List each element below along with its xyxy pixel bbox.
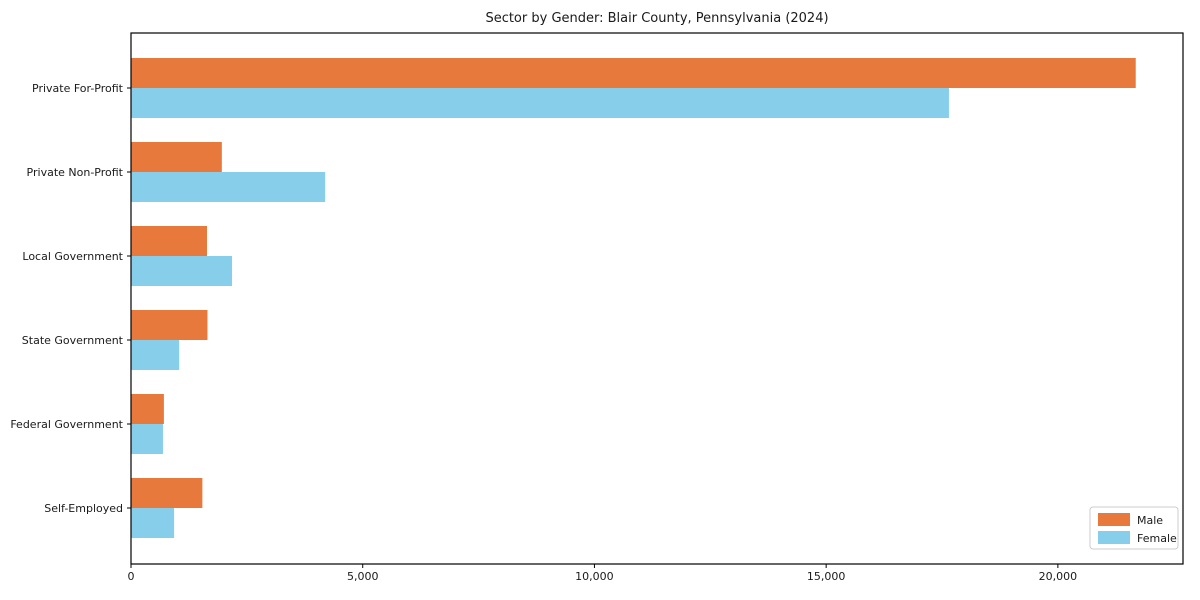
bar-female-2	[131, 256, 233, 286]
x-tick-label-4: 20,000	[1039, 570, 1078, 583]
x-tick-label-1: 5,000	[347, 570, 379, 583]
y-tick-label-2: Local Government	[22, 250, 123, 263]
chart-title: Sector by Gender: Blair County, Pennsylv…	[485, 11, 828, 26]
x-tick-label-0: 0	[128, 570, 135, 583]
bar-female-3	[131, 340, 180, 370]
bar-male-4	[131, 394, 164, 424]
plot-area: 0 5,000 10,000 15,000 20,000 Private For-Prof…	[10, 32, 1184, 583]
legend: Male Female	[1089, 506, 1179, 550]
y-tick-label-5: Self-Employed	[44, 502, 123, 515]
legend-swatch-female	[1098, 531, 1130, 544]
plot-border	[130, 32, 1184, 565]
bar-male-0	[131, 58, 1136, 88]
bar-female-4	[131, 424, 163, 454]
y-tick-label-3: State Government	[22, 334, 124, 347]
bar-male-5	[131, 478, 203, 508]
y-tick-label-0: Private For-Profit	[32, 82, 124, 95]
bar-female-0	[131, 88, 949, 118]
x-tick-label-3: 15,000	[807, 570, 846, 583]
x-tick-label-2: 10,000	[575, 570, 614, 583]
bar-male-1	[131, 142, 222, 172]
legend-label-female: Female	[1137, 532, 1177, 545]
bar-male-3	[131, 310, 208, 340]
bar-male-2	[131, 226, 208, 256]
y-tick-label-1: Private Non-Profit	[27, 166, 124, 179]
legend-swatch-male	[1098, 513, 1130, 526]
y-tick-label-4: Federal Government	[10, 418, 123, 431]
bar-female-5	[131, 508, 175, 538]
legend-label-male: Male	[1137, 514, 1163, 527]
bar-female-1	[131, 172, 326, 202]
